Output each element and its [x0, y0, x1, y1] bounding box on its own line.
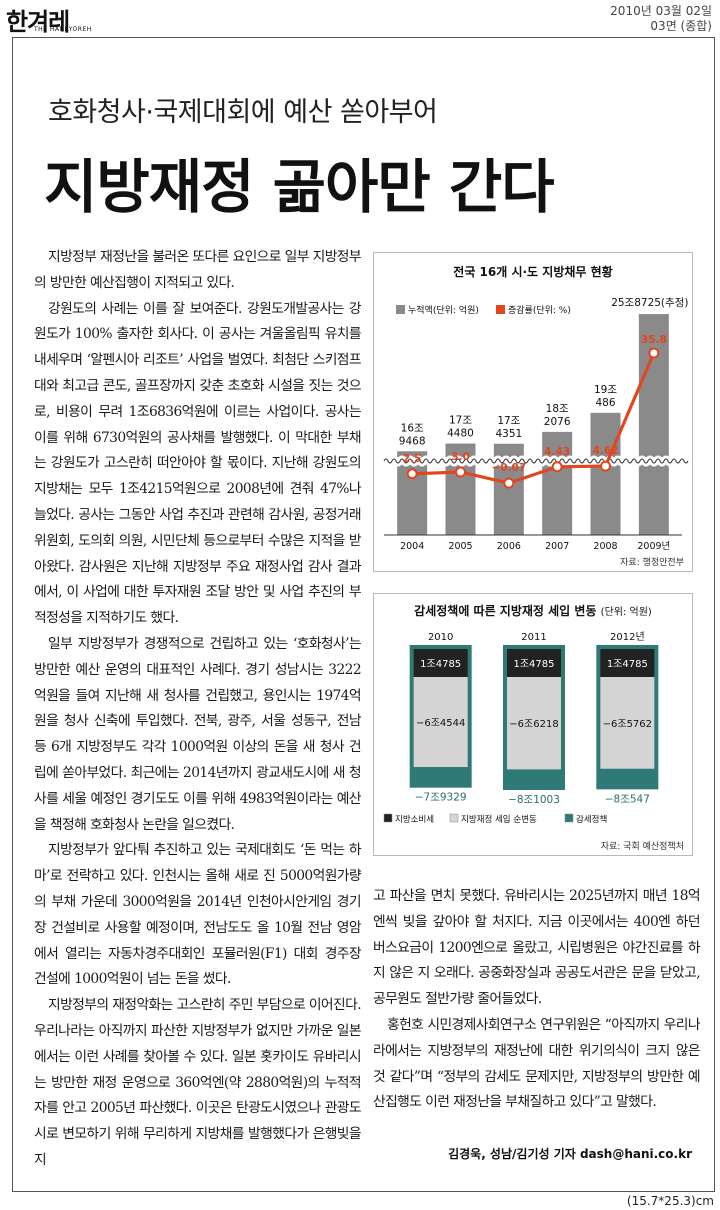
revenue-chart-title-line: 감세정책에 따른 지방재정 세입 변동 (단위: 억원)	[374, 602, 692, 619]
net-change-bar	[413, 677, 468, 768]
article-body-right-column: 고 파산을 면치 못했다. 유바리시는 2025년까지 매년 18억엔씩 빚을 …	[373, 884, 701, 1116]
debt-bar-label: 16조	[401, 422, 424, 434]
clipping-size-note: (15.7*25.3)cm	[626, 1194, 714, 1208]
debt-bar	[542, 431, 573, 535]
legend-swatch	[564, 813, 574, 823]
growth-point	[455, 466, 466, 478]
net-change-label: −6조6218	[509, 719, 558, 730]
growth-point	[600, 460, 611, 472]
x-tick-label: 2010	[428, 632, 453, 643]
x-tick-label: 2011	[521, 632, 546, 643]
axis-break-line	[383, 458, 689, 464]
net-change-bar	[600, 677, 655, 769]
newspaper-logo: 한겨레	[6, 8, 70, 36]
body-paragraph: 지방정부의 재정악화는 고스란히 주민 부담으로 이어진다. 우리나라는 아직까…	[34, 997, 362, 1168]
debt-bar-label: 19조	[594, 384, 617, 396]
debt-chart-source: 자료: 행정안전부	[620, 558, 684, 568]
debt-bar-label: 25조8725(추정)	[611, 297, 688, 309]
growth-point-label: 4.62	[593, 445, 619, 457]
newspaper-logo-subtitle: THE HANKYOREH	[34, 26, 92, 33]
net-change-label: −6조4544	[416, 718, 465, 729]
legend-swatch-cumulative	[396, 305, 405, 314]
x-tick-label: 2007	[545, 541, 569, 552]
growth-point-label: 4.43	[544, 446, 570, 458]
debt-bar	[638, 314, 669, 535]
legend-swatch	[449, 813, 459, 823]
debt-bar-label: 18조	[546, 403, 569, 415]
publication-date: 2010년 03월 02일	[610, 4, 712, 18]
tax-cut-label: −8조1003	[508, 794, 560, 806]
body-paragraph: 지방정부 재정난을 불러온 또다른 요인으로 일부 지방정부의 방만한 예산집행…	[34, 249, 362, 291]
legend-label: 지방재정 세입 순변동	[461, 814, 537, 825]
debt-bar-label: 486	[595, 397, 615, 409]
article-frame	[12, 37, 715, 1192]
x-tick-label: 2009년	[637, 541, 670, 552]
x-tick-label: 2012년	[610, 631, 645, 643]
legend-swatch	[383, 813, 393, 823]
legend-swatch-growth	[496, 305, 505, 314]
body-paragraph: 고 파산을 면치 못했다. 유바리시는 2025년까지 매년 18억엔씩 빚을 …	[373, 888, 701, 1008]
x-tick-label: 2006	[497, 541, 521, 552]
article-subhead: 호화청사·국제대회에 예산 쏟아부어	[48, 97, 438, 128]
debt-chart: 누적액(단위: 억원) 증감률(단위: %)16조9468200417조44802…	[380, 297, 692, 552]
body-paragraph: 강원도의 사례는 이를 잘 보여준다. 강원도개발공사는 강원도가 100% 출…	[34, 300, 362, 627]
growth-point-label: 3.0	[451, 451, 470, 463]
growth-point-label: 35.8	[641, 334, 667, 346]
revenue-chart-unit: (단위: 억원)	[600, 607, 652, 618]
growth-line	[412, 352, 656, 485]
debt-bar-label: 17조	[449, 415, 472, 427]
tax-cut-label: −7조9329	[415, 792, 467, 804]
debt-bar-label: 17조	[497, 415, 520, 427]
growth-point-label: 2.5	[403, 453, 422, 465]
revenue-chart-source: 자료: 국회 예산정책처	[600, 842, 684, 852]
debt-chart-title: 전국 16개 시·도 지방채무 현황	[453, 265, 613, 279]
body-paragraph: 홍헌호 시민경제사회연구소 연구위원은 “아직까지 우리나라에서는 지방정부의 …	[373, 1016, 701, 1111]
consumption-tax-bar	[413, 649, 468, 677]
net-change-label: −6조5762	[603, 719, 652, 730]
growth-point-label: −0.07	[491, 462, 526, 474]
consumption-tax-bar	[507, 649, 561, 677]
article-body-left-column: 지방정부 재정난을 불러온 또다른 요인으로 일부 지방정부의 방만한 예산집행…	[34, 245, 362, 1174]
growth-point	[503, 477, 515, 489]
debt-bar-label: 4480	[447, 428, 474, 440]
body-paragraph: 지방정부가 앞다퉈 추진하고 있는 국제대회도 ‘돈 먹는 하마’로 전락하고 …	[34, 842, 362, 988]
legend-label: 지방소비세	[395, 814, 434, 825]
revenue-chart-title: 감세정책에 따른 지방재정 세입 변동	[414, 604, 597, 618]
debt-chart-panel: 전국 16개 시·도 지방채무 현황 누적액(단위: 억원) 증감률(단위: %)…	[373, 252, 693, 572]
article-headline: 지방재정 곪아만 간다	[44, 153, 555, 221]
consumption-tax-label: 1조4785	[513, 659, 554, 670]
consumption-tax-label: 1조4785	[607, 659, 648, 670]
net-change-bar	[507, 677, 561, 770]
debt-bar-label: 4351	[495, 428, 522, 440]
page-section: 03면 (종합)	[650, 19, 712, 33]
growth-point	[648, 347, 660, 359]
revenue-chart-panel: 감세정책에 따른 지방재정 세입 변동 (단위: 억원) 2010 1조4785 −…	[373, 593, 693, 856]
legend-label: 감세정책	[576, 814, 607, 825]
growth-point	[551, 461, 563, 473]
tax-cut-label: −8조547	[605, 793, 650, 805]
consumption-tax-label: 1조4785	[420, 659, 461, 670]
debt-bar-label: 2076	[544, 416, 571, 428]
x-tick-label: 2004	[400, 541, 424, 552]
masthead: 한겨레 THE HANKYOREH 2010년 03월 02일 03면 (종합)	[0, 0, 720, 36]
debt-bar	[590, 412, 621, 535]
revenue-chart: 2010 1조4785 −6조4544 −7조9329 2011 1조4785 −6조621…	[383, 631, 659, 825]
growth-point	[406, 468, 418, 480]
legend-label-growth: 증감률(단위: %)	[508, 304, 571, 316]
body-paragraph: 일부 지방정부가 경쟁적으로 건립하고 있는 ‘호화청사’는 방만한 예산 운영…	[34, 635, 362, 833]
article-byline: 김경욱, 성남/김기성 기자 dash@hani.co.kr	[448, 1147, 692, 1161]
consumption-tax-bar	[600, 649, 655, 677]
legend-label-cumulative: 누적액(단위: 억원)	[408, 304, 479, 316]
x-tick-label: 2005	[448, 541, 472, 552]
debt-bar-label: 9468	[399, 435, 426, 447]
x-tick-label: 2008	[593, 541, 617, 552]
